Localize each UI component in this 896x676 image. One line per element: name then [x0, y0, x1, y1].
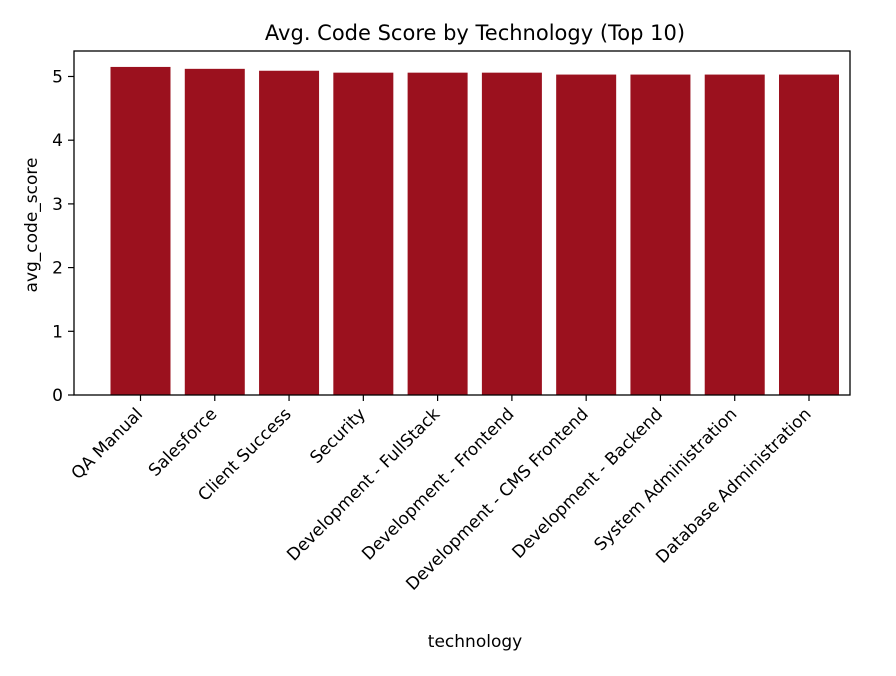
- bar-9: [779, 74, 839, 395]
- x-tick-label-8: System Administration: [591, 404, 742, 555]
- bar-2: [259, 70, 320, 395]
- y-tick-label-2: 2: [52, 259, 63, 279]
- x-tick-label-4: Development - FullStack: [283, 404, 444, 565]
- y-axis-label: avg_code_score: [22, 158, 42, 293]
- y-tick-label-0: 0: [52, 386, 63, 406]
- y-axis-ticks: 0 1 2 3 4 5: [52, 67, 74, 406]
- y-tick-label-4: 4: [52, 131, 63, 151]
- x-axis-label: technology: [428, 632, 522, 652]
- bars-layer: [110, 66, 839, 396]
- y-tick-label-1: 1: [52, 322, 63, 342]
- x-tick-label-1: Salesforce: [145, 404, 221, 480]
- bar-0: [110, 66, 171, 396]
- bar-8: [704, 74, 765, 395]
- x-tick-label-9: Database Administration: [652, 404, 815, 567]
- y-tick-label-3: 3: [52, 195, 63, 215]
- x-tick-label-3: Security: [306, 404, 370, 468]
- bar-5: [481, 72, 542, 395]
- bar-3: [333, 72, 394, 395]
- bar-7: [630, 74, 691, 395]
- bar-1: [184, 68, 245, 395]
- plot-frame: [73, 50, 851, 396]
- chart-title: Avg. Code Score by Technology (Top 10): [265, 21, 685, 45]
- x-tick-label-7: Development - Backend: [509, 404, 667, 562]
- y-tick-label-5: 5: [52, 67, 63, 87]
- bar-4: [407, 72, 468, 395]
- x-tick-label-0: QA Manual: [68, 404, 147, 483]
- bar-6: [556, 74, 617, 395]
- x-tick-label-5: Development - Frontend: [358, 404, 518, 564]
